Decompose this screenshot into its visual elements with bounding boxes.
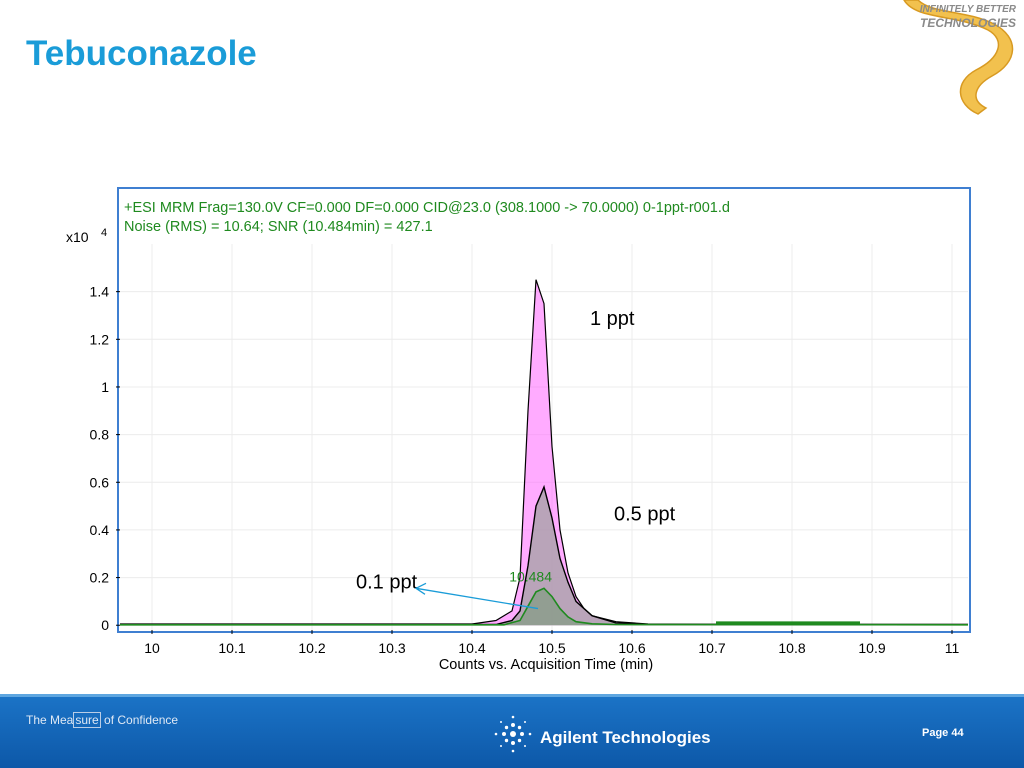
tagline-part1: The Mea (26, 713, 74, 727)
logo-line1: INFINITELY BETTER (919, 4, 1016, 15)
y-tick-label: 1.4 (90, 284, 110, 300)
annotation-arrow (415, 587, 539, 610)
y-tick-label: 1.2 (90, 331, 110, 347)
y-multiplier-exponent: 4 (101, 227, 107, 239)
x-tick-label: 10 (144, 640, 160, 656)
series-1ppt-line (120, 279, 968, 626)
x-tick-label: 10.7 (698, 640, 725, 656)
tagline: The Mea sure of Confidence (26, 712, 179, 728)
x-tick-label: 10.6 (618, 640, 645, 656)
footer-stripe (0, 694, 1024, 697)
x-tick-label: 10.1 (218, 640, 245, 656)
ribbon-icon (903, 0, 1014, 115)
series-01ppt-line (120, 587, 969, 626)
y-tick-label: 1 (101, 379, 109, 395)
y-tick-label: 0.8 (90, 427, 110, 443)
x-tick-label: 10.5 (538, 640, 565, 656)
series-01ppt-area (120, 588, 968, 626)
chart-header-line2: Noise (RMS) = 10.64; SNR (10.484min) = 4… (124, 219, 433, 235)
footer-bar: The Mea sure of Confidence Agilent Techno… (0, 697, 1024, 768)
x-tick-label: 10.8 (778, 640, 805, 656)
chromatogram-chart: +ESI MRM Frag=130.0V CF=0.000 DF=0.000 C… (66, 187, 971, 673)
logo-line2: TECHNOLOGIES (919, 16, 1016, 30)
x-tick-label: 10.3 (378, 640, 405, 656)
brand-name: Agilent Technologies (540, 728, 711, 747)
x-tick-label: 11 (945, 640, 960, 656)
y-tick-label: 0.4 (90, 522, 110, 538)
y-multiplier: x10 (66, 229, 89, 245)
y-tick-label: 0.6 (90, 474, 110, 490)
y-tick-label: 0.2 (90, 570, 110, 586)
peak-rt-label: 10.484 (509, 569, 552, 585)
x-tick-label: 10.4 (458, 640, 485, 656)
annotation-arrowhead (414, 582, 427, 595)
x-axis-label: Counts vs. Acquisition Time (min) (439, 657, 653, 673)
series-05ppt-line (120, 484, 969, 626)
slide-title: Tebuconazole (26, 34, 257, 73)
x-tick-label: 10.2 (298, 640, 325, 656)
x-tick-label: 10.9 (858, 640, 885, 656)
series-1ppt-area (120, 279, 968, 626)
tagline-boxed: sure (73, 712, 101, 728)
annotation-05ppt: 0.5 ppt (614, 503, 676, 525)
chart-header-line1: +ESI MRM Frag=130.0V CF=0.000 DF=0.000 C… (124, 200, 730, 216)
page-number: Page 44 (922, 727, 964, 739)
tagline-part2: of Confidence (100, 713, 179, 727)
y-tick-label: 0 (101, 617, 109, 633)
annotation-01ppt: 0.1 ppt (356, 571, 418, 593)
annotation-1ppt: 1 ppt (590, 308, 635, 330)
agilent-spark-icon (494, 715, 532, 753)
series-05ppt-area (120, 487, 968, 626)
